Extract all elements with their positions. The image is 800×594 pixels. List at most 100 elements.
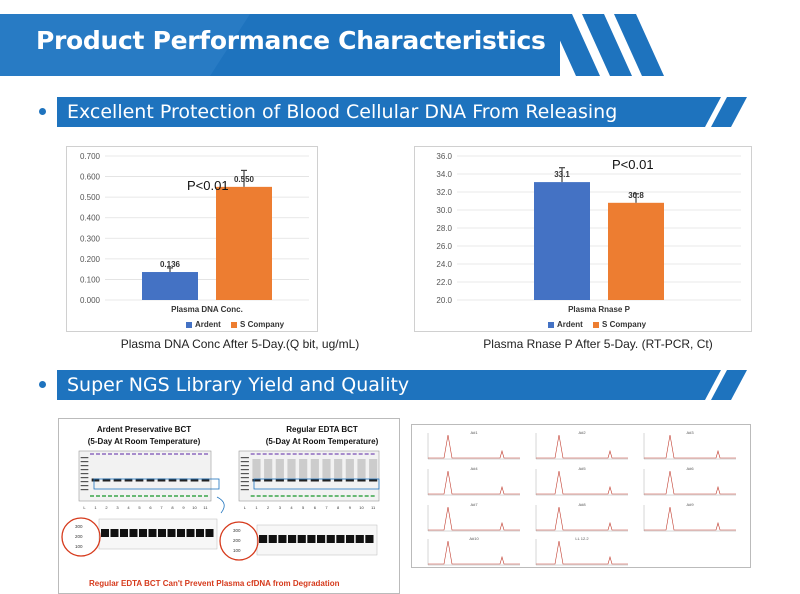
y-tick-label: 0.400	[80, 214, 101, 223]
zoomed-band	[205, 529, 214, 537]
gel-left-title-line1: Ardent Preservative BCT	[96, 425, 192, 434]
lane-label: 10	[192, 505, 197, 510]
y-tick-label: 0.700	[80, 152, 101, 161]
zoomed-band	[158, 529, 166, 537]
dna-band	[275, 478, 284, 482]
legend-swatch-s-company	[231, 321, 238, 328]
dna-band	[369, 478, 378, 482]
zoom-region	[93, 478, 220, 490]
gel-right-title-line2: (5-Day At Room Temperature)	[265, 437, 379, 446]
bar-ardent	[142, 272, 198, 300]
zoomed-band	[177, 529, 185, 537]
size-marker: 300	[75, 524, 83, 529]
ladder-band	[80, 477, 89, 479]
size-marker: 100	[233, 548, 241, 553]
size-marker: 200	[233, 538, 241, 543]
gel-image: L 1 2 3 4 5 6 7 8 9 10 11 L 1 2 3 4 5 6 7 8 9 10 11 300 300 200 200…	[61, 450, 380, 561]
zoomed-band	[186, 529, 195, 537]
zoomed-band	[101, 529, 109, 537]
y-tick-label: 0.000	[80, 296, 101, 305]
trace-line	[536, 506, 628, 531]
y-tick-label: 0.600	[80, 173, 101, 182]
dna-band	[113, 478, 122, 482]
y-tick-label: 28.0	[436, 224, 452, 233]
dna-band	[252, 478, 261, 482]
ladder-band	[80, 457, 89, 459]
chart-plasma-dna: 0.000 0.100 0.200 0.300 0.400 0.500 0.600 0.700…	[66, 146, 318, 332]
y-tick-label: 0.500	[80, 193, 101, 202]
lane-label: 1	[94, 505, 97, 510]
degradation-smear	[322, 459, 331, 479]
legend-swatch-ardent	[186, 321, 192, 328]
electropherogram-traces: A#1 A#2 A#3 A#4 A#5 A#6 A#7 A#8 A#9 A#10 LL 12.2	[427, 430, 736, 566]
y-tick-label: 22.0	[436, 278, 452, 287]
chart-caption: Plasma Rnase P After 5-Day. (RT-PCR, Ct)	[483, 337, 713, 351]
ladder-band	[80, 481, 89, 483]
legend-label-ardent: Ardent	[557, 320, 583, 329]
electropherogram-panel: A#1 A#2 A#3 A#4 A#5 A#6 A#7 A#8 A#9 A#10 LL 12.2	[411, 424, 751, 568]
trace-line	[644, 506, 736, 531]
lane-label: 5	[138, 505, 141, 510]
y-tick-label: 36.0	[436, 152, 452, 161]
dna-band	[287, 478, 296, 482]
highlight-circle	[61, 517, 101, 557]
lane-label: 7	[325, 505, 328, 510]
ladder-band	[80, 461, 89, 463]
ladder-band	[80, 469, 89, 471]
zoomed-band	[139, 529, 147, 537]
p-value-annotation: P<0.01	[187, 178, 229, 193]
ladder-band	[80, 465, 89, 467]
lane-label: 5	[302, 505, 305, 510]
degradation-smear	[252, 459, 261, 479]
section-bar	[57, 370, 747, 400]
trace-label: A#6	[686, 466, 694, 471]
lane-label: 9	[182, 505, 185, 510]
size-marker: 100	[75, 544, 83, 549]
legend: Ardent S Company	[540, 320, 646, 329]
trace-label: A#1	[470, 430, 478, 435]
zoomed-band	[278, 535, 287, 543]
category-label: Plasma DNA Conc.	[171, 305, 243, 314]
section-title-2: Super NGS Library Yield and Quality	[67, 374, 410, 396]
gel-right-title-line1: Regular EDTA BCT	[286, 425, 358, 434]
zoomed-band	[196, 529, 204, 537]
lane-label: 9	[349, 505, 352, 510]
zoomed-band	[336, 535, 345, 543]
zoomed-band	[297, 535, 306, 543]
zoom-region	[253, 478, 380, 490]
trace-line	[428, 540, 520, 565]
page-title: Product Performance Characteristics	[36, 26, 546, 55]
trace-label: A#5	[578, 466, 586, 471]
data-label: 30.8	[628, 191, 644, 200]
lane-label: 8	[337, 505, 340, 510]
dna-band	[157, 478, 166, 482]
dna-band	[135, 478, 144, 482]
dna-band	[334, 478, 343, 482]
degradation-smear	[334, 459, 343, 479]
lane-label: 7	[160, 505, 163, 510]
degradation-smear	[299, 459, 308, 479]
trace-line	[644, 434, 736, 459]
degradation-smear	[345, 459, 354, 479]
legend-label-s-company: S Company	[602, 320, 647, 329]
legend: Ardent S Company	[178, 320, 284, 329]
dna-band	[310, 478, 319, 482]
lane-label: 4	[127, 505, 130, 510]
gel-right-title: Regular EDTA BCT (5-Day At Room Temperat…	[257, 425, 387, 446]
y-tick-label: 30.0	[436, 206, 452, 215]
dna-band	[357, 478, 366, 482]
section-bar	[57, 97, 747, 127]
zoomed-band	[129, 529, 138, 537]
p-value-annotation: P<0.01	[612, 157, 654, 172]
ladder-band	[240, 485, 249, 487]
ladder-band	[80, 489, 89, 491]
zoom-arrow	[216, 496, 225, 514]
trace-line	[644, 470, 736, 495]
y-tick-label: 34.0	[436, 170, 452, 179]
lane-label: L	[83, 505, 86, 510]
degradation-smear	[357, 459, 366, 479]
zoomed-band	[326, 535, 335, 543]
dna-band	[345, 478, 354, 482]
ladder-band	[240, 481, 249, 483]
highlight-circle	[219, 521, 259, 561]
